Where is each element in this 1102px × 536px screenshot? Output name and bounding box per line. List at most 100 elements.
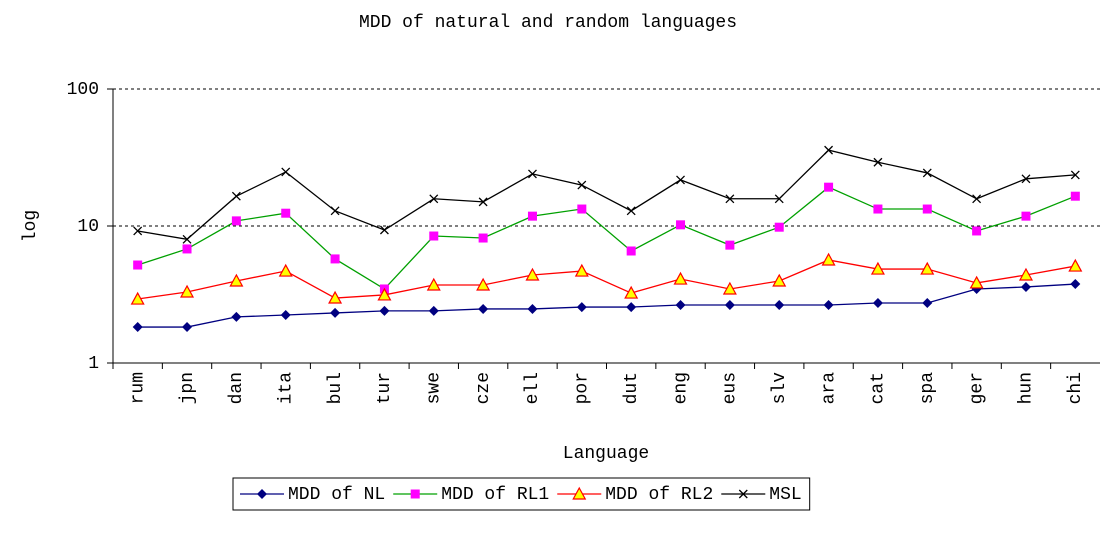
- marker: [330, 307, 341, 318]
- marker: [626, 246, 636, 256]
- marker: [525, 267, 540, 281]
- marker: [377, 287, 392, 301]
- marker: [738, 489, 748, 499]
- marker: [675, 300, 686, 311]
- marker: [231, 216, 241, 226]
- marker: [873, 204, 883, 214]
- marker: [626, 206, 636, 216]
- marker: [824, 145, 834, 155]
- marker: [428, 305, 439, 316]
- marker: [572, 486, 587, 500]
- marker: [528, 169, 537, 179]
- marker: [972, 226, 982, 236]
- marker: [823, 300, 834, 311]
- marker: [182, 322, 193, 333]
- marker: [180, 284, 195, 298]
- series-line: [137, 259, 1076, 300]
- marker: [478, 233, 488, 243]
- marker: [281, 167, 291, 177]
- marker: [410, 489, 420, 499]
- x-tick-label: por: [573, 372, 593, 404]
- marker: [725, 240, 735, 250]
- marker: [576, 302, 587, 313]
- marker: [182, 244, 192, 254]
- marker: [626, 302, 637, 313]
- marker: [133, 260, 143, 270]
- marker: [1068, 258, 1083, 272]
- marker: [330, 206, 340, 216]
- legend-box: [232, 477, 811, 511]
- marker: [920, 261, 935, 275]
- marker: [972, 194, 982, 204]
- marker: [969, 275, 984, 289]
- x-tick-label: slv: [770, 372, 790, 405]
- marker: [229, 273, 244, 287]
- marker: [574, 263, 589, 277]
- series-line: [137, 186, 1076, 290]
- marker: [624, 285, 639, 299]
- x-tick-label: ita: [276, 372, 296, 405]
- x-tick-label: cze: [474, 372, 494, 404]
- marker: [872, 298, 883, 309]
- x-tick-label: chi: [1066, 372, 1086, 404]
- legend: MDD of NL MDD of RL1 MDD of RL2 MSL: [232, 477, 811, 511]
- chart-title: MDD of natural and random languages: [359, 13, 737, 33]
- marker: [133, 226, 143, 236]
- marker: [922, 204, 932, 214]
- marker: [429, 194, 439, 204]
- marker: [280, 310, 291, 321]
- x-axis-label: Language: [563, 444, 649, 464]
- marker: [379, 305, 390, 316]
- series-line: [137, 149, 1076, 240]
- marker: [821, 252, 836, 266]
- x-tick-label: dut: [622, 372, 642, 404]
- marker: [676, 220, 686, 230]
- legend-label: MDD of RL1: [441, 485, 549, 505]
- marker: [429, 231, 439, 241]
- marker: [673, 271, 688, 285]
- marker: [132, 322, 143, 333]
- marker: [231, 311, 242, 322]
- x-tick-label: rum: [128, 372, 148, 404]
- marker: [1070, 170, 1080, 180]
- marker: [130, 291, 145, 305]
- marker: [922, 168, 932, 178]
- marker: [1018, 267, 1033, 281]
- x-tick-label: bul: [326, 372, 346, 404]
- marker: [182, 234, 192, 244]
- marker: [1070, 191, 1080, 201]
- legend-label: MDD of RL2: [605, 485, 713, 505]
- marker: [577, 204, 587, 214]
- marker: [527, 211, 537, 221]
- marker: [527, 303, 538, 314]
- marker: [922, 298, 933, 309]
- marker: [478, 303, 489, 314]
- x-tick-label: tur: [375, 372, 395, 404]
- x-tick-label: eus: [721, 372, 741, 404]
- marker: [774, 222, 784, 232]
- marker: [725, 194, 735, 204]
- marker: [824, 182, 834, 192]
- x-tick-label: ger: [967, 372, 987, 404]
- x-tick-label: ara: [819, 372, 839, 405]
- y-tick-label: 10: [77, 217, 99, 237]
- legend-label: MDD of NL: [288, 485, 385, 505]
- marker: [676, 175, 685, 185]
- marker: [724, 300, 735, 311]
- marker: [426, 277, 441, 291]
- marker: [330, 254, 340, 264]
- marker: [772, 273, 787, 287]
- y-tick-label: 1: [88, 354, 99, 374]
- y-axis-label: log: [21, 210, 41, 242]
- marker: [722, 281, 737, 295]
- marker: [1070, 279, 1081, 290]
- x-tick-label: spa: [918, 372, 938, 405]
- x-tick-label: hun: [1017, 372, 1037, 404]
- marker: [478, 197, 488, 207]
- marker: [278, 263, 293, 277]
- series-line: [137, 283, 1076, 328]
- marker: [774, 194, 784, 204]
- x-tick-label: cat: [869, 372, 889, 404]
- marker: [281, 208, 291, 218]
